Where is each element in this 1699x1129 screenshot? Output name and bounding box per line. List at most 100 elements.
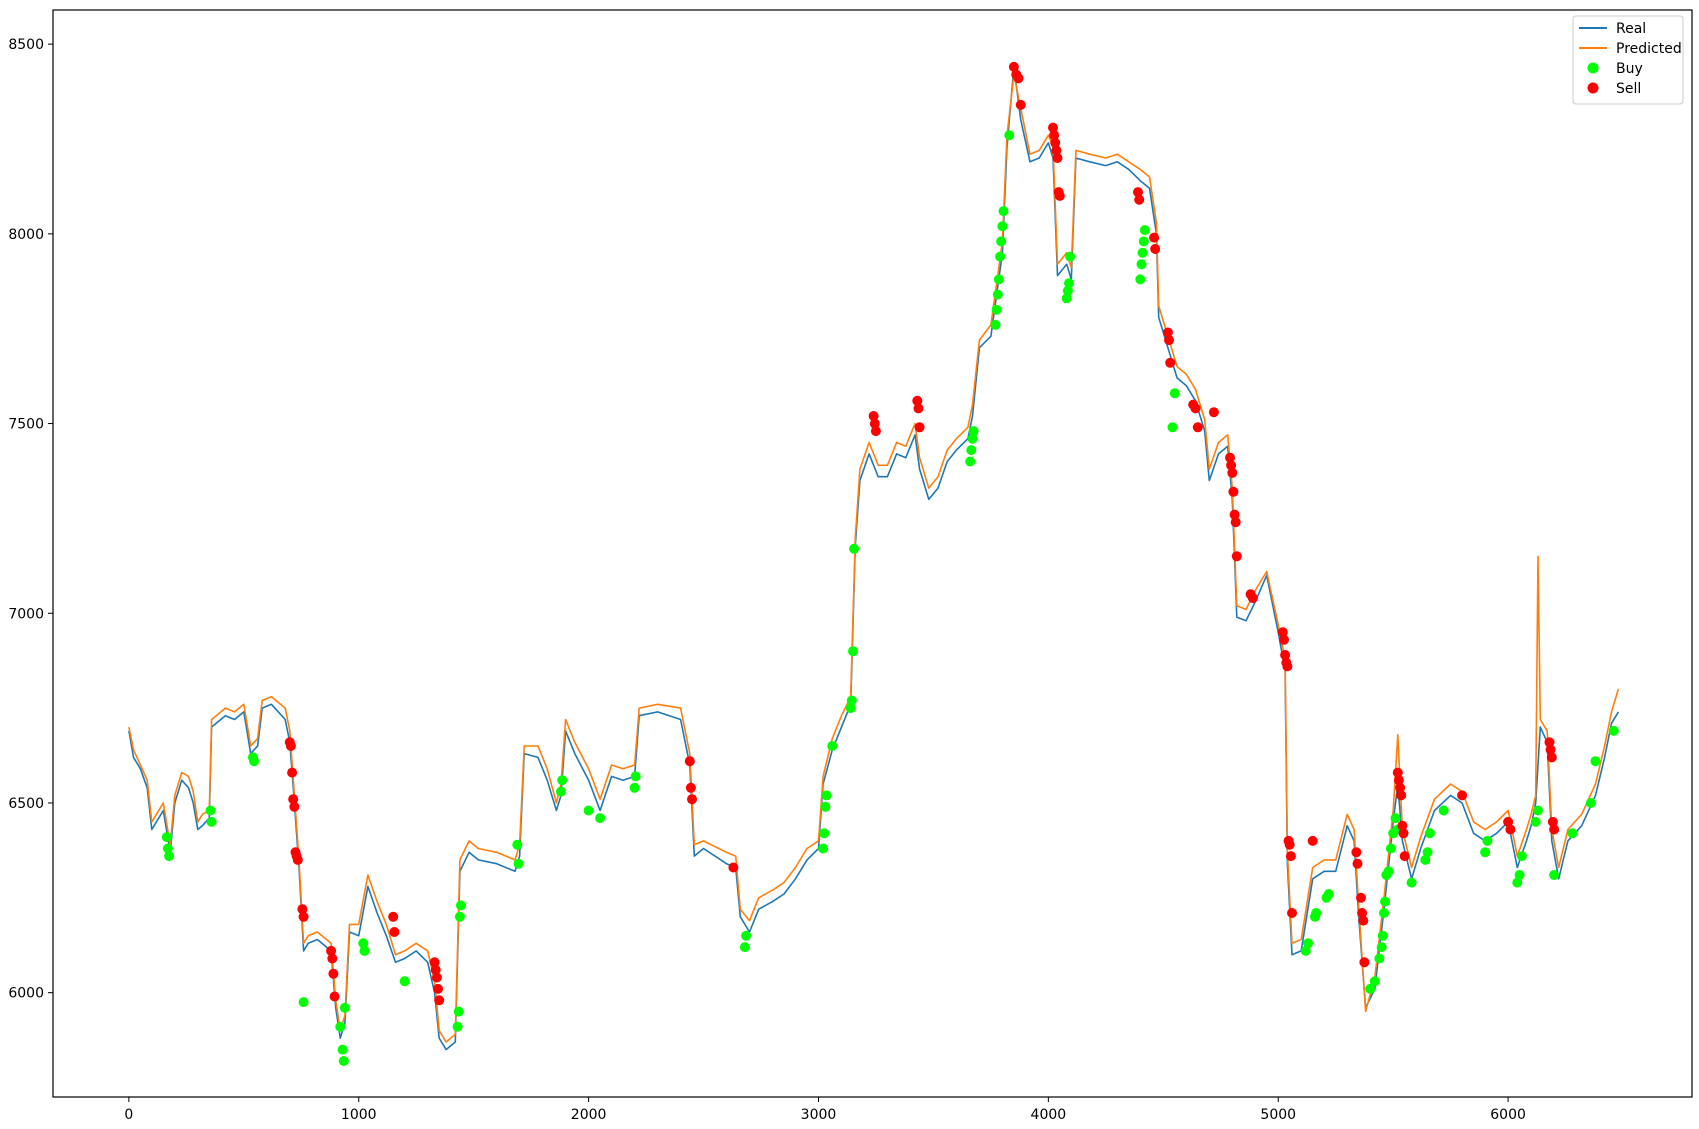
- sell-point-31: [1008, 61, 1019, 72]
- legend-label-buy: Buy: [1616, 61, 1643, 77]
- sell-point-11: [327, 953, 338, 964]
- sell-point-42: [1133, 187, 1143, 198]
- x-tick-label-3000: 3000: [801, 1107, 837, 1123]
- legend-swatch-buy: [1587, 62, 1599, 74]
- sell-point-33: [1013, 73, 1024, 84]
- buy-point-65: [1311, 908, 1322, 918]
- legend-box: [1572, 15, 1684, 105]
- buy-point-87: [1482, 835, 1493, 846]
- buy-point-63: [1303, 938, 1314, 949]
- buy-point-28: [741, 930, 752, 941]
- sell-point-2: [287, 767, 298, 778]
- sell-point-51: [1192, 422, 1203, 433]
- plot-frame: [52, 9, 1693, 1098]
- y-tick-label-8500: 8500: [8, 37, 44, 53]
- y-axis: 6000 6500 7000 7500 8000 8500: [8, 37, 53, 1002]
- buy-point-22: [557, 775, 568, 786]
- y-tick-label-6000: 6000: [8, 986, 44, 1002]
- sell-point-44: [1149, 232, 1160, 243]
- buy-point-31: [820, 801, 831, 812]
- sell-point-1: [285, 741, 296, 751]
- sell-point-76: [1358, 915, 1369, 926]
- sell-point-86: [1503, 816, 1514, 827]
- buy-point-53: [1064, 278, 1074, 289]
- sell-point-7: [292, 854, 303, 865]
- sell-point-30: [914, 422, 925, 433]
- sell-point-27: [870, 426, 881, 437]
- buy-point-70: [1374, 953, 1385, 964]
- buy-point-25: [629, 782, 640, 793]
- sell-point-35: [1048, 122, 1058, 133]
- sell-point-77: [1359, 957, 1370, 968]
- sell-point-38: [1051, 145, 1062, 156]
- buy-point-85: [1438, 805, 1449, 816]
- sell-point-72: [1351, 847, 1362, 858]
- buy-point-30: [819, 828, 830, 839]
- x-tick-label-1000: 1000: [341, 1107, 377, 1123]
- sell-point-14: [388, 911, 399, 922]
- buy-point-42: [990, 319, 1001, 330]
- x-tick-label-0: 0: [124, 1107, 133, 1123]
- buy-point-84: [1424, 828, 1435, 839]
- buy-point-35: [846, 695, 857, 706]
- sell-point-47: [1164, 335, 1174, 346]
- buy-point-15: [452, 1021, 463, 1032]
- buy-point-36: [848, 646, 858, 657]
- sell-point-81: [1396, 790, 1407, 801]
- buy-point-45: [993, 274, 1004, 285]
- buy-point-52: [1062, 285, 1073, 296]
- sell-point-78: [1392, 767, 1403, 778]
- buy-point-3: [205, 805, 216, 816]
- buy-point-93: [1549, 870, 1560, 880]
- buy-point-46: [995, 251, 1006, 262]
- sell-point-21: [684, 756, 695, 767]
- buy-point-67: [1323, 889, 1334, 899]
- buy-point-86: [1480, 847, 1491, 858]
- buy-point-57: [1137, 247, 1148, 258]
- sell-point-37: [1050, 137, 1061, 148]
- buy-point-34: [845, 703, 856, 714]
- buy-point-16: [453, 1006, 464, 1017]
- legend-label-predicted: Predicted: [1616, 41, 1682, 57]
- buy-point-48: [997, 221, 1008, 232]
- buy-point-47: [996, 236, 1007, 247]
- x-axis: 0 1000 2000 3000 4000 5000 6000: [124, 1097, 1526, 1123]
- buy-point-37: [849, 543, 860, 554]
- legend-label-real: Real: [1616, 21, 1646, 37]
- sell-point-54: [1226, 460, 1237, 471]
- sell-point-85: [1457, 790, 1468, 801]
- buy-point-58: [1138, 236, 1149, 247]
- buy-point-88: [1512, 877, 1523, 888]
- buy-point-50: [1004, 130, 1015, 141]
- sell-point-59: [1231, 551, 1242, 562]
- buy-point-29: [818, 843, 829, 854]
- sell-point-8: [297, 904, 308, 915]
- sell-point-48: [1165, 357, 1176, 368]
- buy-point-2: [164, 851, 175, 862]
- buy-point-9: [337, 1044, 348, 1055]
- sell-point-57: [1229, 509, 1240, 520]
- buy-point-7: [298, 997, 309, 1008]
- buy-point-6: [249, 756, 260, 767]
- sell-point-4: [289, 801, 300, 812]
- y-tick-label-8000: 8000: [8, 227, 44, 243]
- sell-point-18: [431, 972, 442, 983]
- sell-point-74: [1356, 892, 1366, 903]
- sell-point-71: [1307, 835, 1318, 846]
- buy-point-55: [1135, 274, 1146, 285]
- sell-point-22: [685, 782, 696, 793]
- sell-point-66: [1282, 661, 1293, 672]
- buy-point-81: [1406, 877, 1417, 888]
- buy-point-26: [630, 771, 641, 782]
- buy-point-60: [1167, 422, 1178, 433]
- sell-point-26: [869, 418, 880, 429]
- sell-point-41: [1054, 190, 1065, 201]
- sell-point-55: [1227, 467, 1238, 478]
- buy-point-12: [358, 938, 369, 949]
- sell-point-20: [434, 995, 445, 1006]
- buy-point-61: [1169, 388, 1180, 399]
- buy-point-19: [512, 839, 523, 850]
- buy-point-23: [583, 805, 594, 816]
- legend: Real Predicted Buy Sell: [1572, 15, 1684, 105]
